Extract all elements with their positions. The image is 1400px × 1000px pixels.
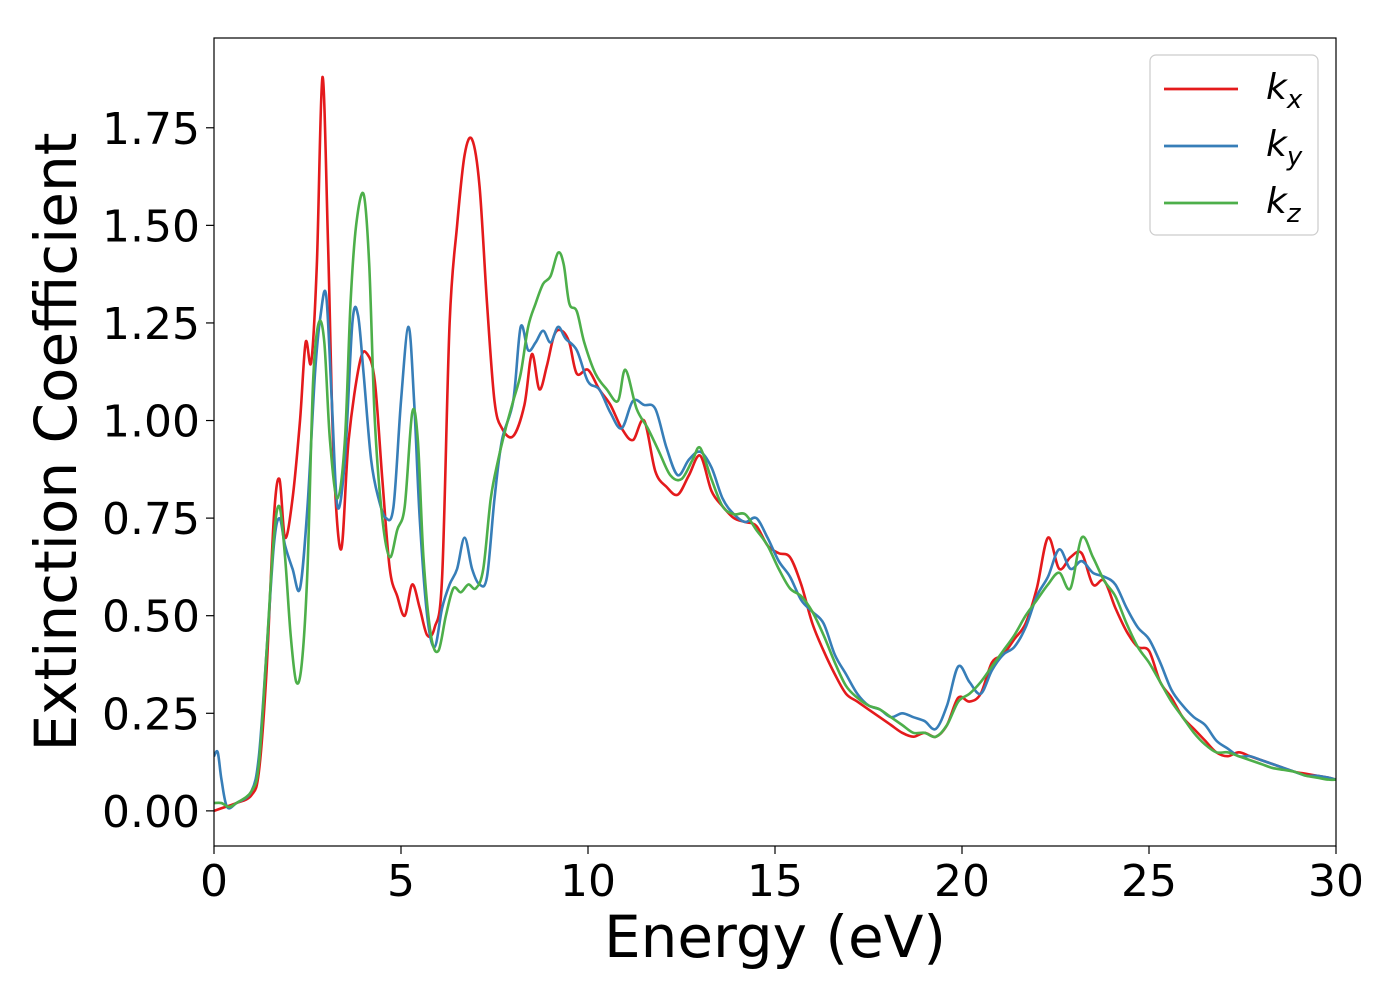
y-tick-label: 0.25 [102, 689, 200, 740]
x-axis-title: Energy (eV) [604, 903, 946, 971]
y-tick-label: 1.00 [102, 397, 200, 448]
y-tick-label: 1.25 [102, 299, 200, 350]
ticks-layer: 0 5 10 15 20 25 30 0.00 0.25 0.50 0.75 1.00 1.25 1.50… [102, 104, 1364, 907]
x-tick-label: 10 [560, 856, 616, 907]
y-tick-label: 0.75 [102, 494, 200, 545]
x-tick-label: 5 [387, 856, 415, 907]
plot-frame [213, 37, 1337, 847]
x-tick-label: 25 [1121, 856, 1177, 907]
x-tick-label: 15 [747, 856, 803, 907]
y-tick-label: 1.50 [102, 201, 200, 252]
x-tick-label: 30 [1308, 856, 1364, 907]
x-tick-label: 20 [934, 856, 990, 907]
series-line-x [214, 75, 1336, 813]
y-tick-label: 1.75 [102, 104, 200, 155]
series-line-y [214, 289, 1336, 810]
y-axis-title: Extinction Coefficient [22, 133, 90, 752]
series-line-z [214, 191, 1336, 809]
series-layer [214, 75, 1336, 813]
x-tick-label: 0 [200, 856, 228, 907]
y-tick-label: 0.50 [102, 592, 200, 643]
y-tick-label: 0.00 [102, 787, 200, 838]
